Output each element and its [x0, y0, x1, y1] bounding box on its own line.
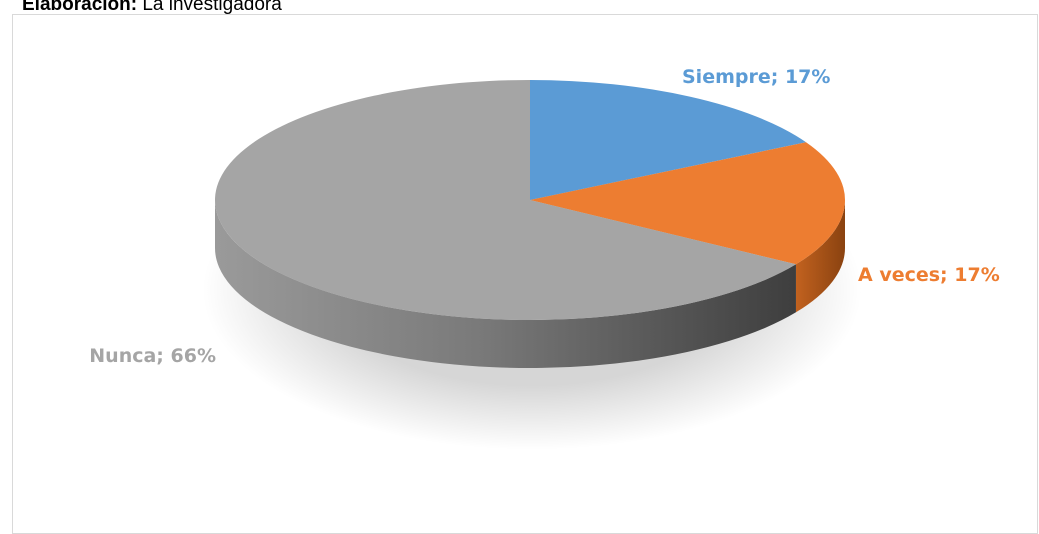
data-label-a-veces: A veces; 17% — [858, 264, 1000, 286]
caption-text: La investigadora — [142, 0, 282, 15]
slice-a-veces — [530, 142, 846, 265]
slice-wall-a-veces — [795, 200, 845, 313]
data-label-siempre: Siempre; 17% — [682, 66, 830, 88]
slice-siempre — [530, 80, 807, 200]
source-caption: Elaboración: La investigadora — [22, 0, 282, 16]
caption-bold: Elaboración: — [22, 0, 138, 15]
slice-nunca — [215, 80, 796, 320]
data-label-nunca: Nunca; 66% — [89, 345, 216, 367]
slice-wall-nunca — [215, 200, 796, 369]
